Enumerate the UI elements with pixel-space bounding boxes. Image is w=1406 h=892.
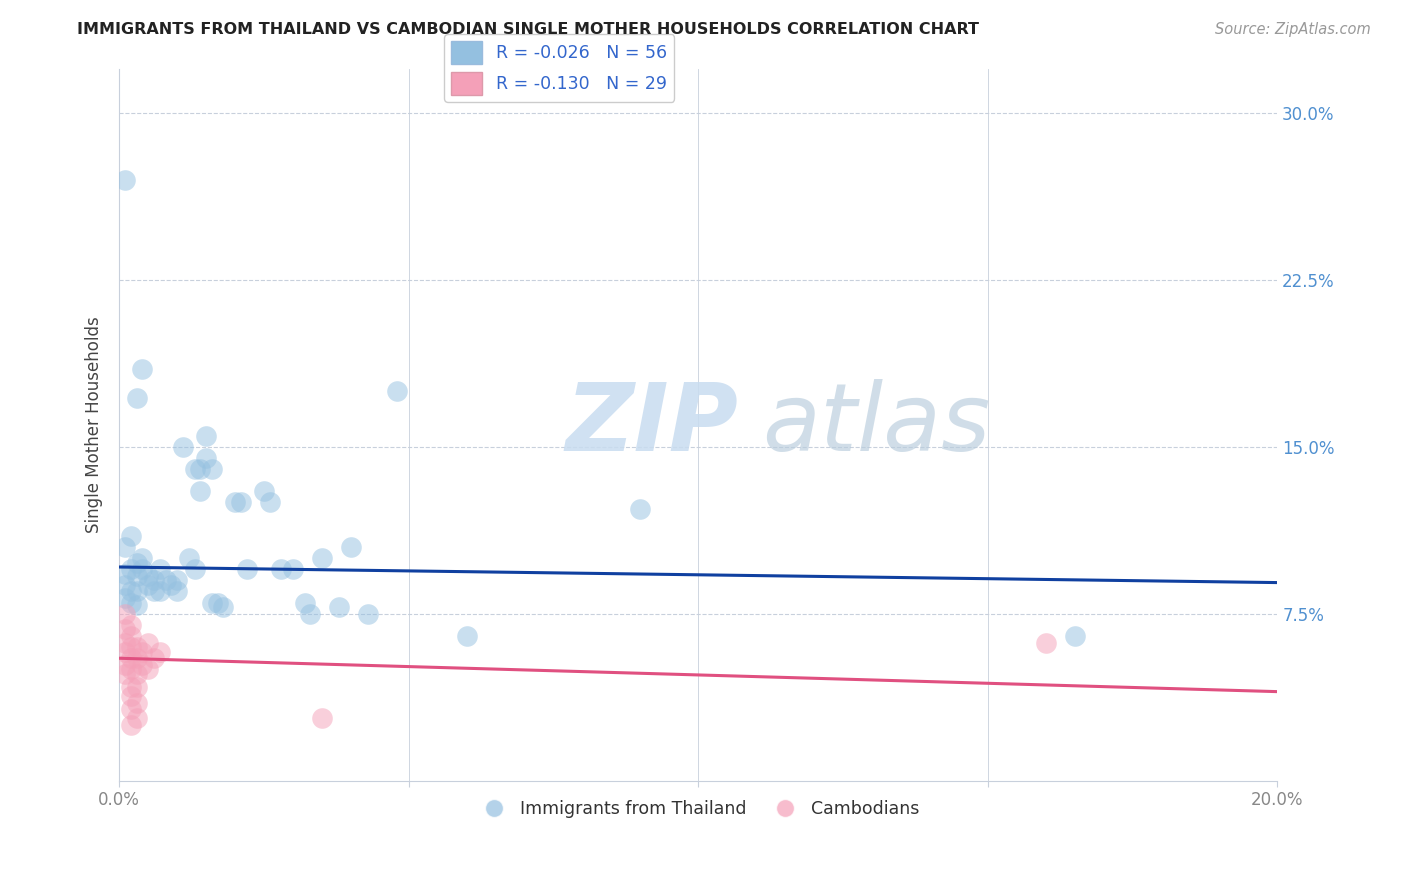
Point [155,574,177,588]
Text: Source: ZipAtlas.com: Source: ZipAtlas.com [1215,22,1371,37]
Point [131,362,153,376]
Point [177,551,200,566]
Point [149,584,172,599]
Point [281,562,304,576]
Point [114,657,136,672]
Point [1035,635,1057,649]
Point [183,562,205,576]
Point [120,662,142,676]
Legend: Immigrants from Thailand, Cambodians: Immigrants from Thailand, Cambodians [470,794,927,825]
Point [311,711,333,725]
Text: atlas: atlas [762,379,990,470]
Point [125,680,148,694]
Point [120,702,142,716]
Point [114,635,136,649]
Point [131,657,153,672]
Point [120,629,142,643]
Point [207,596,229,610]
Text: IMMIGRANTS FROM THAILAND VS CAMBODIAN SINGLE MOTHER HOUSEHOLDS CORRELATION CHART: IMMIGRANTS FROM THAILAND VS CAMBODIAN SI… [77,22,980,37]
Point [114,623,136,637]
Point [125,598,148,612]
Point [125,711,148,725]
Point [125,569,148,583]
Point [114,540,136,554]
Point [143,574,166,588]
Point [125,696,148,710]
Point [385,384,408,399]
Point [114,591,136,606]
Point [166,574,188,588]
Point [166,584,188,599]
Point [270,562,292,576]
Point [136,635,159,649]
Point [114,578,136,592]
Point [160,578,183,592]
Point [357,607,380,621]
Point [120,640,142,654]
Point [120,680,142,694]
Point [125,584,148,599]
Text: ZIP: ZIP [565,378,738,471]
Point [183,462,205,476]
Point [311,551,333,566]
Point [201,462,224,476]
Point [114,173,136,187]
Point [1063,629,1085,643]
Point [131,551,153,566]
Point [188,462,211,476]
Point [143,651,166,665]
Point [149,644,172,658]
Point [294,596,316,610]
Y-axis label: Single Mother Households: Single Mother Households [86,316,103,533]
Point [114,566,136,581]
Point [114,666,136,681]
Point [299,607,322,621]
Point [224,495,246,509]
Point [120,584,142,599]
Point [120,562,142,576]
Point [143,584,166,599]
Point [120,689,142,703]
Point [136,578,159,592]
Point [328,600,350,615]
Point [125,556,148,570]
Point [212,600,235,615]
Point [456,629,478,643]
Point [628,502,651,516]
Point [235,562,257,576]
Point [201,596,224,610]
Point [114,607,136,621]
Point [149,562,172,576]
Point [125,391,148,405]
Point [114,644,136,658]
Point [259,495,281,509]
Point [340,540,363,554]
Point [125,640,148,654]
Point [120,529,142,543]
Point [229,495,252,509]
Point [120,596,142,610]
Point [136,662,159,676]
Point [120,651,142,665]
Point [172,440,194,454]
Point [253,484,276,499]
Point [131,644,153,658]
Point [120,718,142,732]
Point [125,666,148,681]
Point [131,562,153,576]
Point [125,651,148,665]
Point [136,569,159,583]
Point [195,450,218,465]
Point [195,428,218,442]
Point [188,484,211,499]
Point [120,618,142,632]
